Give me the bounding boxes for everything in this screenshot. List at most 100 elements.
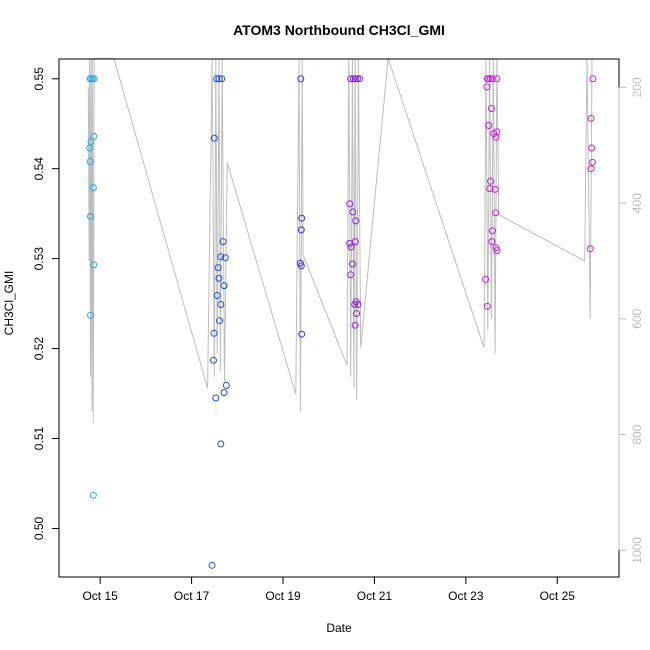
data-point	[488, 75, 496, 83]
y-axis-label: CH3Cl_GMI	[2, 271, 16, 336]
data-point	[346, 239, 354, 247]
chart-title: ATOM3 Northbound CH3Cl_GMI	[233, 22, 445, 38]
data-point	[220, 282, 228, 290]
data-point	[349, 260, 356, 268]
data-point	[483, 302, 491, 310]
data-point	[493, 247, 501, 255]
data-point	[214, 264, 222, 272]
y-tick-label: 0.54	[32, 157, 46, 181]
y-tick-label: 0.50	[32, 516, 46, 540]
data-point	[86, 144, 94, 152]
data-point	[90, 261, 98, 269]
data-point	[216, 317, 223, 325]
data-point	[215, 274, 223, 282]
data-point	[349, 208, 357, 216]
data-point	[217, 440, 225, 448]
altitude-profile-line	[87, 57, 593, 424]
data-point	[493, 75, 501, 83]
y-axis: 0.50 0.51 0.52 0.53 0.54 0.55	[32, 67, 60, 540]
data-point	[217, 301, 225, 308]
data-point	[587, 165, 595, 173]
data-point	[482, 275, 489, 283]
right-tick-label: 1000	[630, 537, 644, 564]
data-point	[220, 389, 228, 397]
data-point	[87, 212, 94, 220]
x-tick-label: Oct 17	[174, 589, 210, 603]
data-point	[589, 75, 597, 83]
data-point	[492, 133, 500, 141]
right-tick-label: 400	[630, 193, 644, 213]
data-point	[586, 245, 594, 253]
data-point	[90, 132, 98, 140]
data-point	[87, 311, 94, 319]
data-point	[212, 394, 220, 402]
data-point	[488, 227, 496, 235]
x-tick-label: Oct 19	[265, 589, 301, 603]
data-point	[86, 158, 94, 165]
right-altitude-axis: 200 400 600 800 1000	[618, 77, 644, 564]
data-point	[589, 158, 596, 166]
data-point	[87, 138, 95, 146]
data-point	[356, 75, 364, 83]
data-point	[213, 292, 221, 299]
data-point	[354, 75, 361, 83]
data-point	[90, 75, 98, 83]
data-point	[346, 200, 354, 208]
data-point	[588, 144, 596, 152]
data-point	[492, 209, 500, 217]
data-point	[210, 134, 218, 142]
data-point	[490, 130, 498, 138]
data-point	[219, 238, 227, 246]
data-point	[483, 83, 491, 91]
data-point	[488, 105, 495, 112]
data-point	[487, 177, 494, 185]
data-point	[297, 226, 305, 234]
data-point	[297, 75, 305, 83]
data-point	[347, 271, 355, 279]
data-point	[213, 75, 221, 83]
data-point	[297, 262, 305, 270]
data-point	[89, 491, 97, 499]
x-tick-label: Oct 15	[82, 589, 118, 603]
data-point	[587, 114, 595, 122]
data-point	[351, 301, 359, 308]
data-point	[351, 75, 359, 83]
y-tick-label: 0.52	[32, 337, 46, 361]
y-tick-label: 0.53	[32, 247, 46, 271]
data-point	[89, 184, 97, 192]
x-axis-label: Date	[326, 621, 352, 635]
data-point	[218, 75, 226, 83]
data-point	[354, 301, 362, 308]
x-axis: Oct 15 Oct 17 Oct 19 Oct 21 Oct 23 Oct 25	[82, 576, 576, 603]
data-point	[210, 329, 218, 337]
x-tick-label: Oct 21	[357, 589, 393, 603]
data-point	[347, 243, 355, 251]
data-point	[222, 381, 230, 389]
data-points-layer	[86, 75, 597, 569]
data-point	[217, 253, 225, 261]
data-point	[210, 356, 217, 364]
plot-frame	[58, 58, 620, 578]
altitude-profile-layer	[87, 57, 593, 424]
data-point	[298, 214, 306, 222]
data-point	[486, 185, 494, 192]
data-point	[352, 217, 360, 225]
data-point	[488, 238, 496, 246]
data-point	[353, 310, 361, 317]
data-point	[491, 185, 499, 193]
data-point	[221, 254, 229, 262]
y-tick-label: 0.51	[32, 427, 46, 451]
data-point	[347, 75, 355, 83]
right-tick-label: 800	[630, 424, 644, 444]
right-tick-label: 200	[630, 77, 644, 97]
data-point	[215, 75, 223, 83]
x-tick-label: Oct 25	[540, 589, 576, 603]
data-point	[351, 321, 359, 329]
x-tick-label: Oct 23	[448, 589, 484, 603]
data-point	[208, 561, 216, 569]
data-point	[485, 122, 493, 129]
data-point	[298, 330, 306, 338]
right-tick-label: 600	[630, 309, 644, 329]
y-tick-label: 0.55	[32, 67, 46, 91]
